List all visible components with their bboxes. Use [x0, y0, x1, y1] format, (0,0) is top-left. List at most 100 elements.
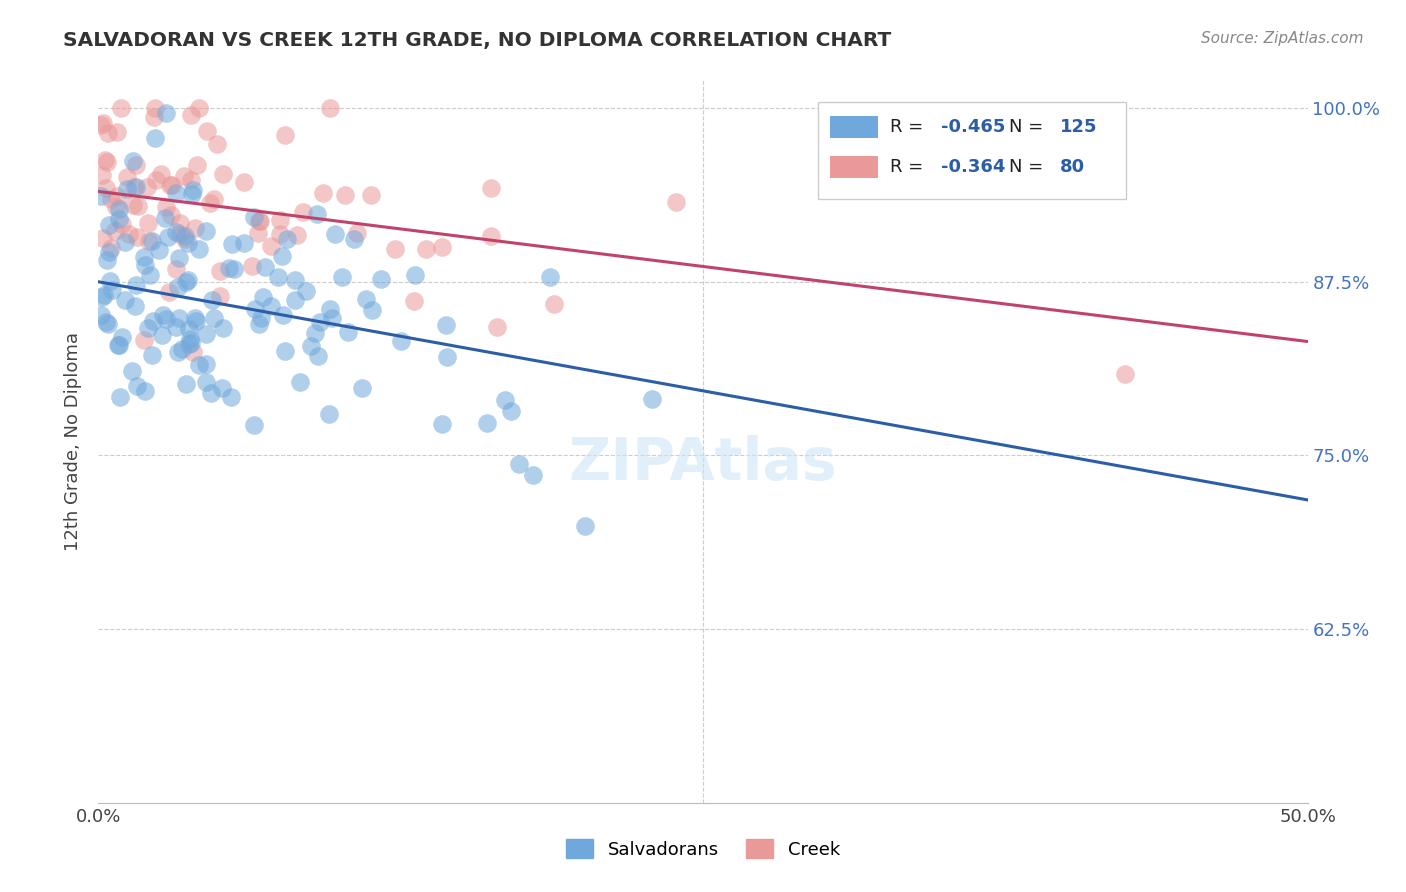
Point	[184, 221, 207, 235]
Point	[346, 227, 368, 241]
Point	[333, 187, 356, 202]
Point	[148, 243, 170, 257]
Point	[343, 232, 366, 246]
Point	[153, 211, 176, 225]
Point	[188, 243, 211, 257]
Point	[174, 275, 197, 289]
Bar	[830, 116, 879, 138]
Point	[179, 332, 201, 346]
Point	[98, 274, 121, 288]
Text: ZIPAtlas: ZIPAtlas	[568, 434, 838, 491]
Point	[114, 235, 136, 249]
Point	[274, 128, 297, 142]
Point	[243, 211, 266, 225]
Point	[323, 227, 346, 241]
Point	[94, 181, 117, 195]
Point	[254, 260, 277, 274]
Point	[90, 118, 112, 132]
Point	[304, 326, 326, 341]
Point	[194, 224, 217, 238]
Point	[436, 350, 458, 364]
Point	[97, 126, 120, 140]
Point	[157, 285, 180, 299]
Point	[111, 217, 134, 231]
Point	[174, 376, 197, 391]
Point	[202, 311, 225, 326]
Text: R =: R =	[890, 158, 929, 176]
Point	[208, 289, 231, 303]
Point	[200, 195, 222, 210]
Point	[160, 178, 183, 193]
Point	[259, 239, 281, 253]
Point	[108, 202, 131, 217]
Point	[114, 293, 136, 307]
Point	[319, 101, 342, 115]
Point	[247, 214, 270, 228]
Point	[165, 261, 187, 276]
Point	[354, 292, 377, 306]
Point	[132, 251, 155, 265]
Point	[543, 296, 565, 310]
Text: 125: 125	[1060, 118, 1097, 136]
Point	[118, 227, 141, 241]
Point	[291, 205, 314, 219]
Point	[136, 216, 159, 230]
Point	[108, 212, 131, 227]
Point	[481, 229, 503, 244]
Point	[188, 101, 211, 115]
Point	[177, 273, 200, 287]
Text: N =: N =	[1010, 118, 1049, 136]
Text: -0.465: -0.465	[941, 118, 1005, 136]
Point	[641, 392, 664, 407]
Point	[143, 130, 166, 145]
Point	[538, 270, 561, 285]
Point	[143, 110, 166, 124]
Point	[246, 226, 269, 240]
Point	[276, 232, 298, 246]
Point	[295, 285, 318, 299]
Point	[274, 343, 297, 358]
Y-axis label: 12th Grade, No Diploma: 12th Grade, No Diploma	[65, 332, 83, 551]
Point	[337, 326, 360, 340]
Point	[177, 336, 200, 351]
Point	[361, 303, 384, 318]
Point	[165, 186, 187, 200]
Point	[194, 357, 217, 371]
Point	[124, 299, 146, 313]
Point	[96, 252, 118, 267]
Point	[233, 235, 256, 250]
Point	[141, 234, 163, 248]
Point	[665, 195, 688, 210]
Point	[243, 301, 266, 316]
Point	[159, 178, 181, 193]
Point	[288, 375, 311, 389]
Point	[384, 242, 406, 256]
Point	[415, 242, 437, 256]
Point	[122, 153, 145, 168]
Point	[522, 468, 544, 483]
Point	[180, 336, 202, 351]
Point	[284, 293, 307, 307]
Point	[243, 417, 266, 432]
Point	[97, 318, 120, 332]
Point	[155, 200, 177, 214]
Point	[1114, 367, 1136, 381]
Point	[232, 175, 254, 189]
Point	[110, 330, 132, 344]
Point	[96, 154, 118, 169]
Point	[305, 207, 328, 221]
Point	[141, 348, 163, 362]
Point	[105, 125, 128, 139]
Point	[155, 312, 177, 326]
Point	[402, 294, 425, 309]
Point	[97, 218, 120, 232]
Point	[142, 314, 165, 328]
Point	[370, 272, 392, 286]
Point	[105, 200, 128, 214]
Point	[181, 183, 204, 197]
Point	[115, 169, 138, 184]
Point	[269, 227, 291, 242]
Point	[352, 381, 374, 395]
Point	[165, 226, 187, 240]
Point	[299, 339, 322, 353]
